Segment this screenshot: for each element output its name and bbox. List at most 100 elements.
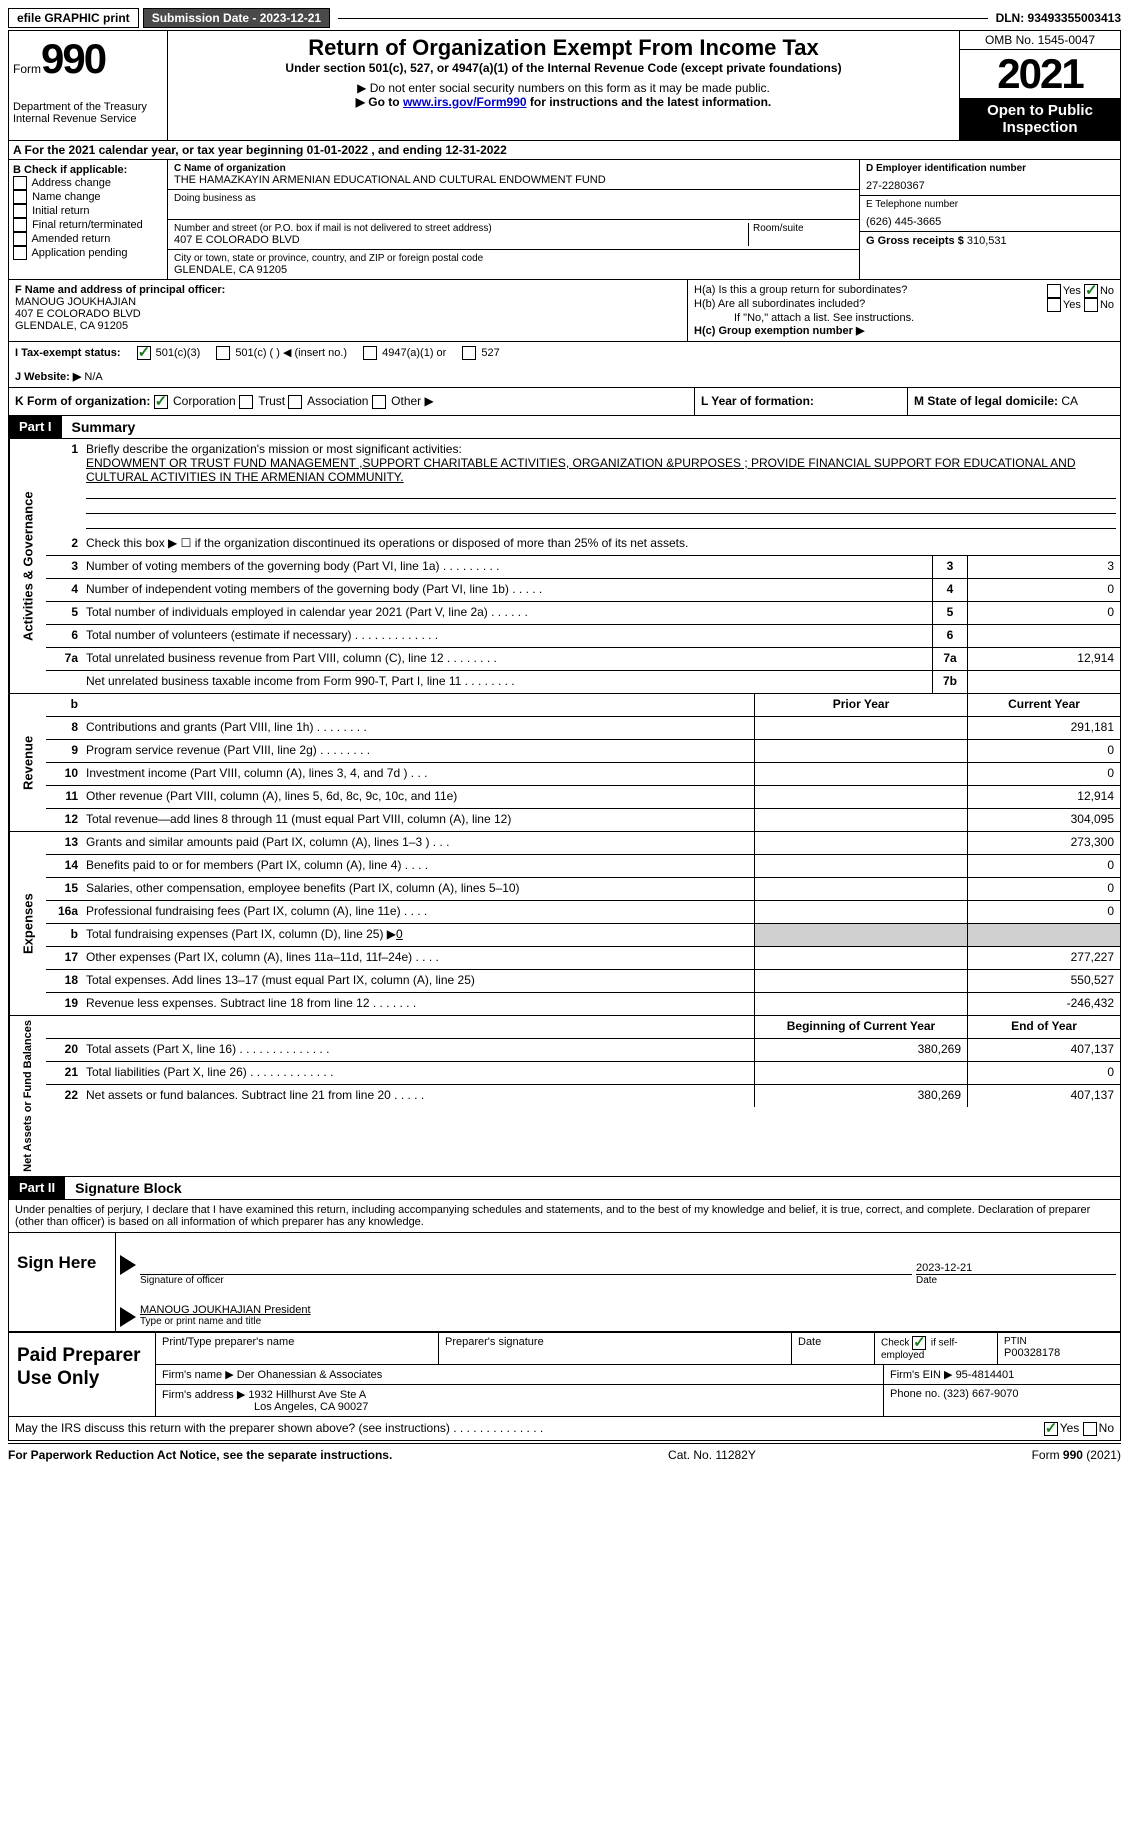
- ha-label: H(a) Is this a group return for subordin…: [694, 284, 907, 298]
- ein-label: D Employer identification number: [866, 163, 1114, 174]
- check-final-return[interactable]: Final return/terminated: [13, 218, 163, 232]
- expense-line: 14Benefits paid to or for members (Part …: [46, 855, 1120, 878]
- hb-yes[interactable]: [1047, 298, 1061, 312]
- col-b-checkboxes: B Check if applicable: Address change Na…: [9, 160, 168, 279]
- summary-line: 5Total number of individuals employed in…: [46, 602, 1120, 625]
- tax-year: 2021: [960, 50, 1120, 98]
- check-4947[interactable]: [363, 346, 377, 360]
- check-application-pending[interactable]: Application pending: [13, 246, 163, 260]
- topbar: efile GRAPHIC print Submission Date - 20…: [8, 8, 1121, 28]
- check-527[interactable]: [462, 346, 476, 360]
- state-domicile-value: CA: [1061, 394, 1078, 408]
- part1-label: Part I: [9, 416, 62, 438]
- officer-label: F Name and address of principal officer:: [15, 284, 681, 296]
- part1-title: Summary: [62, 416, 146, 438]
- gross-label: G Gross receipts $: [866, 235, 964, 247]
- discuss-no[interactable]: [1083, 1422, 1097, 1436]
- discuss-yes[interactable]: [1044, 1422, 1058, 1436]
- netassets-line: 20Total assets (Part X, line 16) . . . .…: [46, 1039, 1120, 1062]
- part2-label: Part II: [9, 1177, 65, 1199]
- expenses-section: Expenses 13Grants and similar amounts pa…: [8, 832, 1121, 1016]
- dept-label: Department of the Treasury Internal Reve…: [13, 101, 163, 125]
- ein-value: 27-2280367: [866, 180, 1114, 192]
- arrow-icon: [120, 1307, 136, 1327]
- sig-officer-label: Signature of officer: [120, 1275, 896, 1286]
- org-name: THE HAMAZKAYIN ARMENIAN EDUCATIONAL AND …: [174, 174, 853, 186]
- check-initial-return[interactable]: Initial return: [13, 204, 163, 218]
- firm-addr2: Los Angeles, CA 90027: [162, 1401, 877, 1413]
- check-other[interactable]: [372, 395, 386, 409]
- firm-addr1: 1932 Hillhurst Ave Ste A: [248, 1389, 366, 1401]
- check-association[interactable]: [288, 395, 302, 409]
- mission-text: ENDOWMENT OR TRUST FUND MANAGEMENT ,SUPP…: [86, 456, 1116, 484]
- revenue-line: 12Total revenue—add lines 8 through 11 (…: [46, 809, 1120, 831]
- city-state-zip: GLENDALE, CA 91205: [174, 264, 853, 276]
- hb-label: H(b) Are all subordinates included?: [694, 298, 865, 312]
- firm-name: Der Ohanessian & Associates: [237, 1369, 383, 1381]
- subtitle: Under section 501(c), 527, or 4947(a)(1)…: [172, 61, 955, 75]
- summary-line: 2Check this box ▶ ☐ if the organization …: [46, 533, 1120, 556]
- officer-city: GLENDALE, CA 91205: [15, 320, 681, 332]
- paid-preparer-label: Paid Preparer Use Only: [9, 1333, 156, 1416]
- summary-line: Net unrelated business taxable income fr…: [46, 671, 1120, 693]
- submission-date-box: Submission Date - 2023-12-21: [143, 8, 330, 28]
- hb-no[interactable]: [1084, 298, 1098, 312]
- note-ssn: ▶ Do not enter social security numbers o…: [172, 81, 955, 95]
- main-title: Return of Organization Exempt From Incom…: [172, 35, 955, 61]
- discuss-text: May the IRS discuss this return with the…: [15, 1421, 543, 1436]
- prep-check-label: Check if self-employed: [875, 1333, 998, 1364]
- firm-ein: 95-4814401: [956, 1369, 1015, 1381]
- hb-note: If "No," attach a list. See instructions…: [694, 312, 1114, 324]
- footer-left: For Paperwork Reduction Act Notice, see …: [8, 1448, 392, 1462]
- check-501c3[interactable]: [137, 346, 151, 360]
- netassets-line: 22Net assets or fund balances. Subtract …: [46, 1085, 1120, 1107]
- revenue-line: 8Contributions and grants (Part VIII, li…: [46, 717, 1120, 740]
- prep-date-label: Date: [792, 1333, 875, 1364]
- street-address: 407 E COLORADO BLVD: [174, 234, 744, 246]
- form-header: Form990 Department of the Treasury Inter…: [8, 30, 1121, 141]
- hc-label: H(c) Group exemption number ▶: [694, 324, 1114, 337]
- revenue-line: 9Program service revenue (Part VIII, lin…: [46, 740, 1120, 763]
- expense-line: 13Grants and similar amounts paid (Part …: [46, 832, 1120, 855]
- officer-addr: 407 E COLORADO BLVD: [15, 308, 681, 320]
- check-amended-return[interactable]: Amended return: [13, 232, 163, 246]
- prep-print-label: Print/Type preparer's name: [156, 1333, 439, 1364]
- check-name-change[interactable]: Name change: [13, 190, 163, 204]
- form-number: 990: [41, 35, 105, 82]
- firm-ein-label: Firm's EIN ▶: [890, 1369, 953, 1381]
- ha-no[interactable]: [1084, 284, 1098, 298]
- expense-line: bTotal fundraising expenses (Part IX, co…: [46, 924, 1120, 947]
- check-trust[interactable]: [239, 395, 253, 409]
- revenue-line: 11Other revenue (Part VIII, column (A), …: [46, 786, 1120, 809]
- tax-status-label: I Tax-exempt status:: [15, 347, 121, 359]
- website-value: N/A: [84, 371, 102, 383]
- omb-number: OMB No. 1545-0047: [960, 31, 1120, 50]
- check-address-change[interactable]: Address change: [13, 176, 163, 190]
- side-label-netassets: Net Assets or Fund Balances: [9, 1016, 46, 1176]
- check-501c[interactable]: [216, 346, 230, 360]
- section-bcd: B Check if applicable: Address change Na…: [8, 160, 1121, 280]
- ptin-value: P00328178: [1004, 1347, 1114, 1359]
- irs-link[interactable]: www.irs.gov/Form990: [403, 95, 527, 109]
- check-corporation[interactable]: [154, 395, 168, 409]
- netassets-line: 21Total liabilities (Part X, line 26) . …: [46, 1062, 1120, 1085]
- paid-preparer-section: Paid Preparer Use Only Print/Type prepar…: [8, 1332, 1121, 1417]
- tel-label: E Telephone number: [866, 199, 1114, 210]
- room-label: Room/suite: [753, 223, 853, 234]
- website-label: J Website: ▶: [15, 371, 81, 383]
- mission-prompt: Briefly describe the organization's miss…: [86, 442, 1116, 456]
- ha-yes[interactable]: [1047, 284, 1061, 298]
- section-fh: F Name and address of principal officer:…: [8, 280, 1121, 342]
- side-label-revenue: Revenue: [9, 694, 46, 831]
- public-inspection: Open to Public Inspection: [960, 98, 1120, 140]
- declaration-text: Under penalties of perjury, I declare th…: [9, 1200, 1120, 1232]
- summary-line: 6Total number of volunteers (estimate if…: [46, 625, 1120, 648]
- summary-line: 4Number of independent voting members of…: [46, 579, 1120, 602]
- sig-name-label: Type or print name and title: [140, 1316, 1116, 1327]
- dba-label: Doing business as: [174, 193, 853, 204]
- footer-right: Form 990 (2021): [1032, 1448, 1121, 1462]
- gross-value: 310,531: [967, 235, 1007, 247]
- side-label-governance: Activities & Governance: [9, 439, 46, 693]
- state-domicile-label: M State of legal domicile:: [914, 394, 1058, 408]
- activities-governance: Activities & Governance 1 Briefly descri…: [8, 439, 1121, 694]
